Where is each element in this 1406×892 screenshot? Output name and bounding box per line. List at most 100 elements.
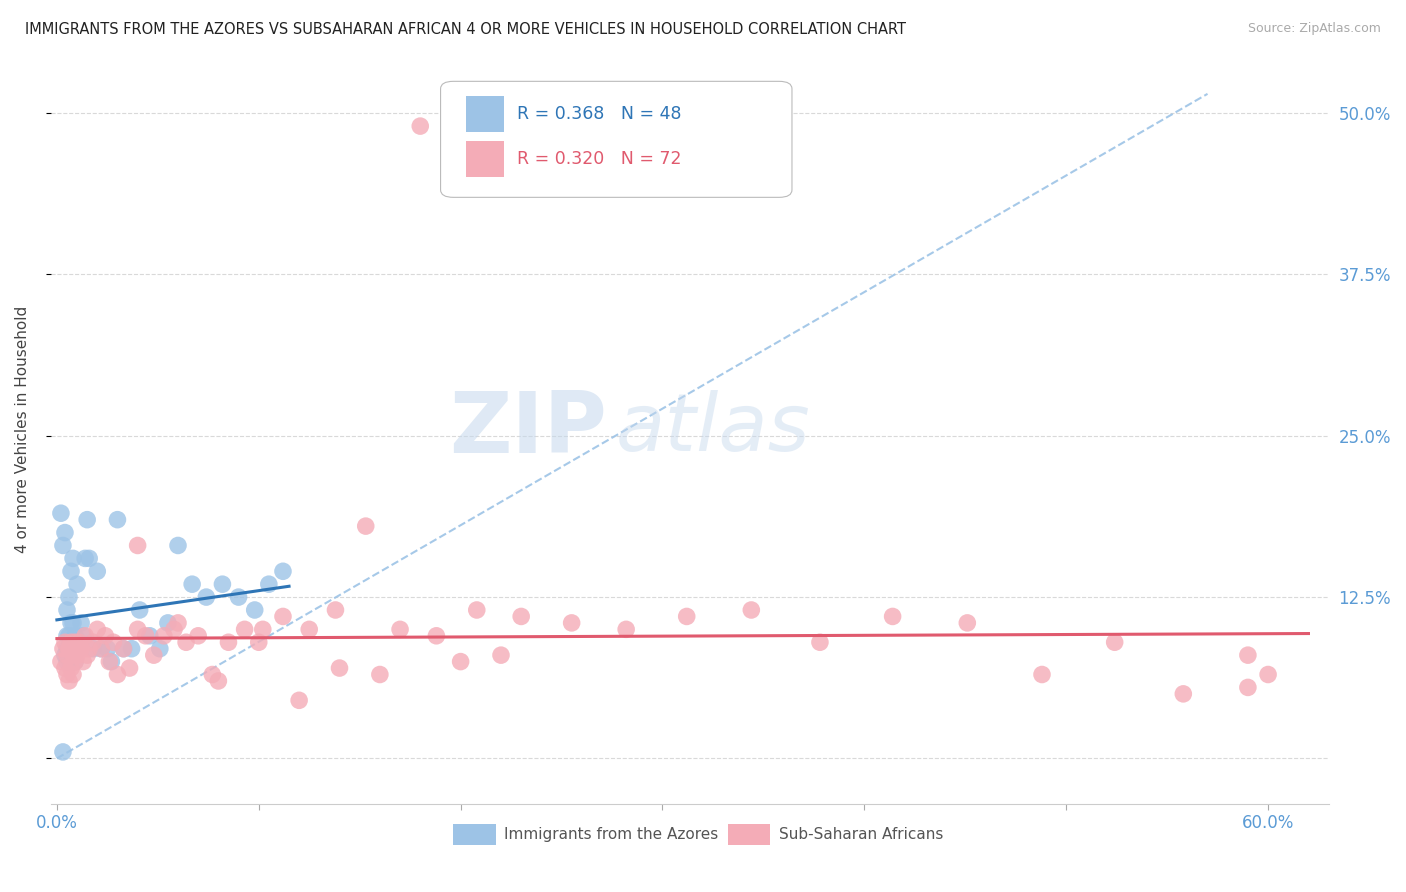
Point xyxy=(63,655,86,669)
Point xyxy=(58,641,80,656)
Point xyxy=(218,635,240,649)
Point xyxy=(56,629,79,643)
Point xyxy=(510,609,533,624)
Point xyxy=(82,641,104,656)
Point xyxy=(465,603,488,617)
Point xyxy=(368,667,391,681)
Point xyxy=(135,629,157,643)
Point xyxy=(72,655,94,669)
Point xyxy=(60,661,83,675)
Point xyxy=(325,603,347,617)
Bar xyxy=(453,823,495,845)
Point xyxy=(70,641,93,656)
Text: atlas: atlas xyxy=(616,391,810,468)
Point xyxy=(153,629,176,643)
Point xyxy=(107,513,129,527)
Point xyxy=(103,635,125,649)
Point xyxy=(53,661,76,675)
Point xyxy=(77,641,100,656)
Text: R = 0.368   N = 48: R = 0.368 N = 48 xyxy=(517,105,682,123)
Point xyxy=(94,629,117,643)
Point xyxy=(67,641,90,656)
Point xyxy=(58,673,80,688)
Point xyxy=(233,623,256,637)
Point xyxy=(75,551,97,566)
Point xyxy=(90,641,112,656)
Point xyxy=(425,629,447,643)
Point xyxy=(52,745,75,759)
Point xyxy=(201,667,224,681)
Point xyxy=(118,661,141,675)
Point xyxy=(60,635,83,649)
Point xyxy=(181,577,204,591)
Point xyxy=(56,667,79,681)
Point xyxy=(139,629,162,643)
Point xyxy=(243,603,266,617)
Point xyxy=(60,564,83,578)
Text: Sub-Saharan Africans: Sub-Saharan Africans xyxy=(779,827,943,842)
Point xyxy=(614,623,637,637)
Point xyxy=(128,603,150,617)
Point xyxy=(207,673,229,688)
Text: ZIP: ZIP xyxy=(449,388,606,471)
Point xyxy=(58,590,80,604)
Point xyxy=(1173,687,1195,701)
Point xyxy=(1031,667,1053,681)
Point xyxy=(409,119,432,133)
Point xyxy=(252,623,274,637)
Point xyxy=(100,655,122,669)
Point xyxy=(58,629,80,643)
Point xyxy=(228,590,250,604)
Point xyxy=(66,577,89,591)
Point xyxy=(58,641,80,656)
Point xyxy=(70,615,93,630)
Point xyxy=(808,635,831,649)
Point xyxy=(247,635,270,649)
Point xyxy=(127,623,149,637)
Point xyxy=(52,641,75,656)
Point xyxy=(72,629,94,643)
Point xyxy=(49,506,72,520)
Point xyxy=(450,655,472,669)
FancyBboxPatch shape xyxy=(440,81,792,197)
Point xyxy=(354,519,377,533)
Point xyxy=(52,539,75,553)
Point xyxy=(62,615,84,630)
Point xyxy=(195,590,218,604)
Point xyxy=(211,577,233,591)
Point xyxy=(167,615,190,630)
Point xyxy=(121,641,143,656)
Bar xyxy=(467,96,505,132)
Point xyxy=(187,629,209,643)
Point xyxy=(90,641,112,656)
Point xyxy=(107,667,129,681)
Point xyxy=(1237,648,1260,662)
Point xyxy=(174,635,197,649)
Point xyxy=(77,551,100,566)
Point xyxy=(53,635,76,649)
Point xyxy=(156,615,179,630)
Point xyxy=(67,635,90,649)
Point xyxy=(62,551,84,566)
Point xyxy=(53,525,76,540)
Point xyxy=(86,564,108,578)
Point xyxy=(271,609,294,624)
Point xyxy=(75,629,97,643)
Point xyxy=(142,648,165,662)
Point xyxy=(561,615,583,630)
Point xyxy=(66,641,89,656)
Point xyxy=(60,615,83,630)
Point xyxy=(112,641,135,656)
Point xyxy=(271,564,294,578)
Point xyxy=(56,603,79,617)
Point xyxy=(1237,681,1260,695)
Point xyxy=(98,655,121,669)
Point xyxy=(63,629,86,643)
Point xyxy=(53,648,76,662)
Text: R = 0.320   N = 72: R = 0.320 N = 72 xyxy=(517,150,682,169)
Point xyxy=(1257,667,1279,681)
Point xyxy=(489,648,512,662)
Point xyxy=(49,655,72,669)
Point xyxy=(62,641,84,656)
Point xyxy=(167,539,190,553)
